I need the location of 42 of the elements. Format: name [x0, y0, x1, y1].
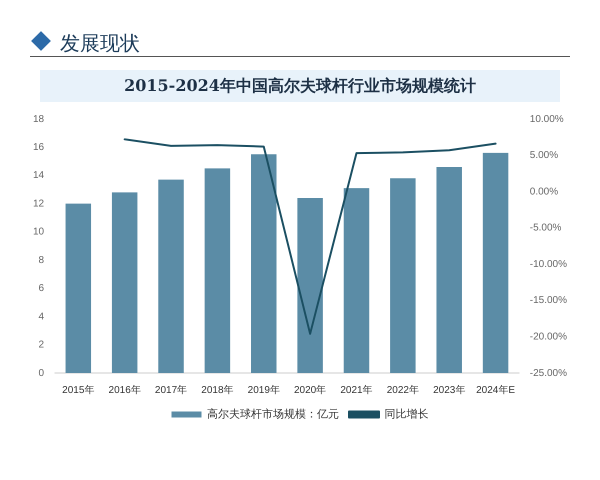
x-tick-label: 2024年E — [476, 384, 516, 396]
bar — [390, 178, 416, 373]
y-tick-label: 14 — [33, 170, 45, 182]
y-tick-label: 8 — [38, 254, 45, 266]
y2-tick-label: -10.00% — [530, 258, 568, 270]
y-tick-label: 18 — [33, 114, 45, 125]
chart-title: 2015-2024年中国高尔夫球杆行业市场规模统计 — [40, 70, 560, 102]
x-tick-label: 2017年 — [154, 384, 188, 396]
bar — [251, 154, 277, 373]
chart-subtitle: 发展现状 — [60, 30, 140, 57]
y-tick-label: 6 — [38, 283, 45, 294]
legend-label: 同比增长 — [384, 408, 428, 421]
bar — [482, 152, 508, 373]
bar — [344, 188, 370, 373]
y-tick-label: 10 — [33, 226, 45, 238]
y-tick-label: 0 — [38, 368, 45, 379]
y2-tick-label: 5.00% — [530, 150, 558, 162]
y2-tick-label: -15.00% — [530, 295, 568, 306]
bar — [66, 204, 92, 373]
x-tick-label: 2016年 — [108, 384, 141, 396]
x-tick-label: 2019年 — [248, 384, 280, 396]
x-tick-label: 2022年 — [386, 384, 419, 396]
bar — [204, 168, 230, 373]
bar — [297, 198, 323, 373]
bar — [436, 166, 462, 373]
y-tick-label: 2 — [38, 340, 45, 351]
legend-label: 高尔夫球杆市场规模：亿元 — [207, 408, 339, 421]
y2-tick-label: -20.00% — [530, 331, 568, 342]
bar — [158, 180, 184, 373]
x-tick-label: 2021年 — [340, 384, 373, 396]
y-tick-label: 12 — [33, 198, 45, 210]
bar — [112, 192, 138, 373]
y2-tick-label: 0.00% — [530, 186, 558, 198]
x-tick-label: 2015年 — [62, 384, 94, 396]
y-tick-label: 4 — [38, 311, 45, 322]
x-tick-label: 2023年 — [433, 384, 466, 396]
y2-tick-label: -25.00% — [530, 368, 568, 379]
y2-tick-label: 10.00% — [530, 114, 564, 125]
y-tick-label: 16 — [33, 142, 45, 153]
x-tick-label: 2018年 — [201, 384, 234, 396]
x-tick-label: 2020年 — [294, 384, 326, 396]
y2-tick-label: -5.00% — [530, 222, 562, 234]
